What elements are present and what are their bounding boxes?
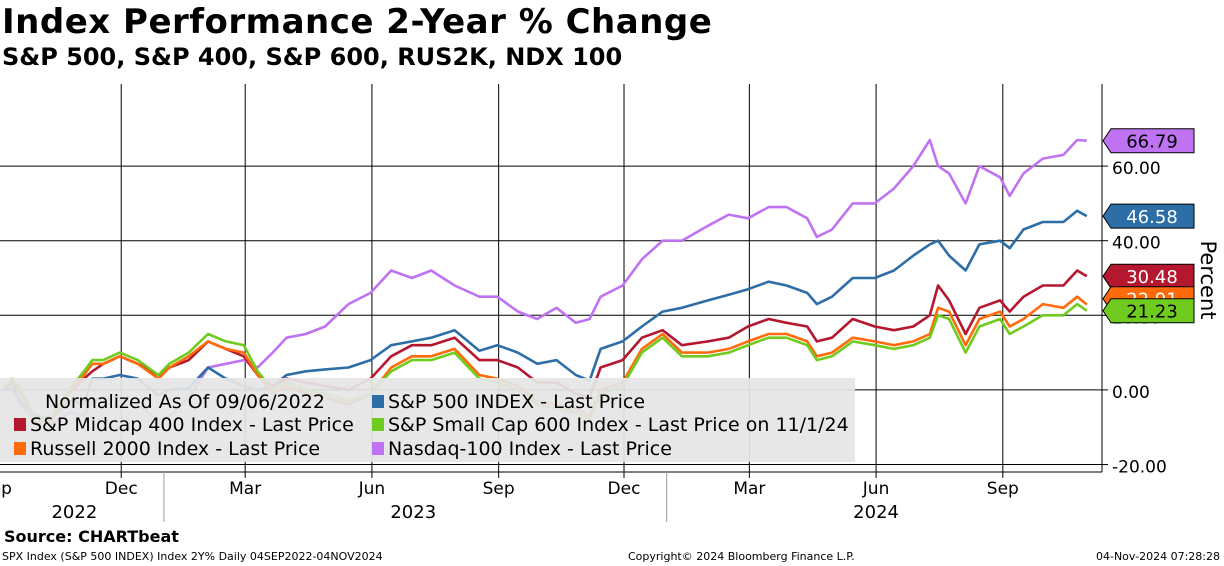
legend-entry: S&P 500 INDEX - Last Price [388,391,645,413]
x-axis: Sep Dec Mar Jun Sep Dec Mar Jun Sep 2022 2023 2024 [0,472,1019,523]
y-axis-label: Percent [1196,240,1220,319]
y-tick-label: 60.00 [1112,159,1161,179]
x-tick-label: Dec [105,479,138,499]
last-value-label: 66.79 [1126,132,1178,153]
page-subtitle: S&P 500, S&P 400, S&P 600, RUS2K, NDX 10… [2,43,623,71]
y-tick-label: 40.00 [1112,234,1161,254]
x-tick-label: Jun [862,479,890,499]
source-note: Source: CHARTbeat [4,527,179,546]
legend-entry: Russell 2000 Index - Last Price [30,438,320,460]
x-tick-label: Jun [358,479,386,499]
legend-box [0,378,855,462]
legend: Normalized As Of 09/06/2022 S&P 500 INDEX… [0,378,855,462]
x-tick-label: Mar [229,479,261,499]
legend-swatch [372,418,384,431]
x-tick-label: Sep [0,479,12,499]
y-tick-label: 0.00 [1112,383,1150,403]
last-value-tag [1102,263,1195,289]
legend-entry: S&P Small Cap 600 Index - Last Price on … [388,414,849,436]
legend-swatch [372,395,384,408]
legend-swatch [372,442,384,455]
last-value-label: 30.48 [1126,267,1178,288]
last-value-tag [1102,203,1195,229]
x-tick-label: Dec [608,479,641,499]
last-value-label: 21.23 [1126,302,1178,323]
x-tick-label: Sep [483,479,515,499]
plot-frame [0,84,1103,473]
y-tick-label: -20.00 [1112,458,1167,478]
page-title: Index Performance 2-Year % Change [2,2,713,42]
legend-swatch [14,418,26,431]
footer-ticker-info: SPX Index (S&P 500 INDEX) Index 2Y% Dail… [2,550,383,563]
legend-entry: Nasdaq-100 Index - Last Price [388,438,672,460]
last-value-label: 46.58 [1126,207,1178,228]
legend-swatch [14,442,26,455]
legend-entry: S&P Midcap 400 Index - Last Price [30,414,354,436]
x-tick-label: Mar [733,479,765,499]
x-tick-label: Sep [987,479,1019,499]
legend-title: Normalized As Of 09/06/2022 [45,391,325,413]
footer-timestamp: 04-Nov-2024 07:28:28 [1095,550,1220,563]
last-value-tag [1102,298,1195,324]
year-label: 2023 [390,502,436,523]
year-label: 2022 [51,502,97,523]
last-value-tag [1102,128,1195,154]
footer-copyright: Copyright© 2024 Bloomberg Finance L.P. [628,550,855,563]
year-label: 2024 [853,502,899,523]
